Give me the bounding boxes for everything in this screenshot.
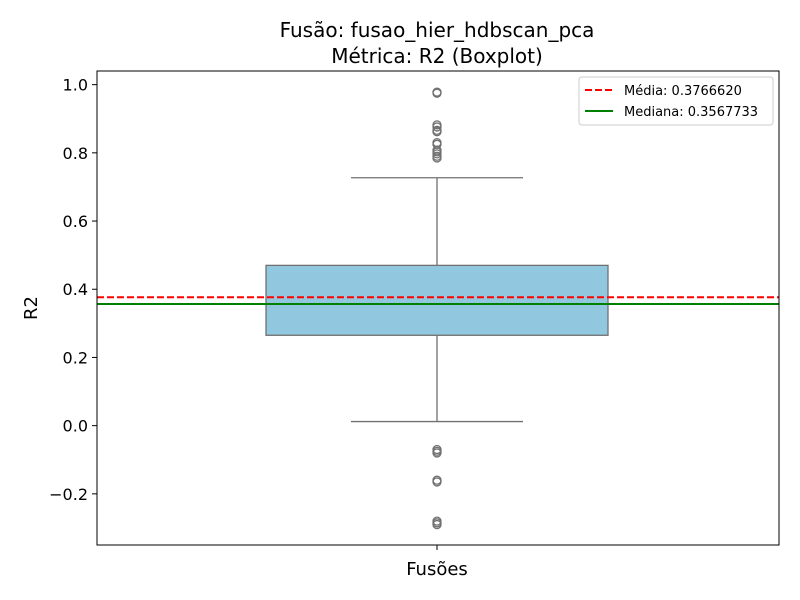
y-tick-label: 0.8 (63, 144, 88, 163)
legend: Média: 0.3766620 Mediana: 0.3567733 (578, 76, 774, 126)
plot-area (97, 87, 779, 530)
chart-title: Fusão: fusao_hier_hdbscan_pca (280, 18, 595, 42)
legend-frame (578, 76, 774, 126)
outlier-point (432, 149, 442, 159)
outlier-point (432, 122, 442, 132)
plot-frame (96, 70, 780, 546)
y-tick-label: 0.0 (63, 417, 88, 436)
outlier-point (432, 477, 442, 487)
legend-label-media: Média: 0.3766620 (624, 84, 742, 99)
outlier-point (432, 127, 442, 137)
x-axis-label: Fusões (406, 559, 468, 580)
chart-subtitle: Métrica: R2 (Boxplot) (331, 44, 543, 68)
y-tick-label: 0.6 (63, 212, 88, 231)
y-axis-label: R2 (21, 296, 42, 320)
y-tick-label: 1.0 (63, 76, 88, 95)
y-tick-label: −0.2 (49, 485, 88, 504)
y-tick-label: 0.4 (63, 280, 88, 299)
legend-label-mediana: Mediana: 0.3567733 (624, 105, 758, 120)
y-axis-ticks: −0.2 0.0 0.2 0.4 0.6 0.8 1.0 (49, 76, 97, 504)
y-tick-label: 0.2 (63, 348, 88, 367)
outlier-point (432, 153, 442, 163)
outlier-point (432, 448, 442, 458)
outlier-point (432, 519, 442, 530)
outlier-point (432, 88, 442, 98)
iqr-box (265, 264, 609, 336)
